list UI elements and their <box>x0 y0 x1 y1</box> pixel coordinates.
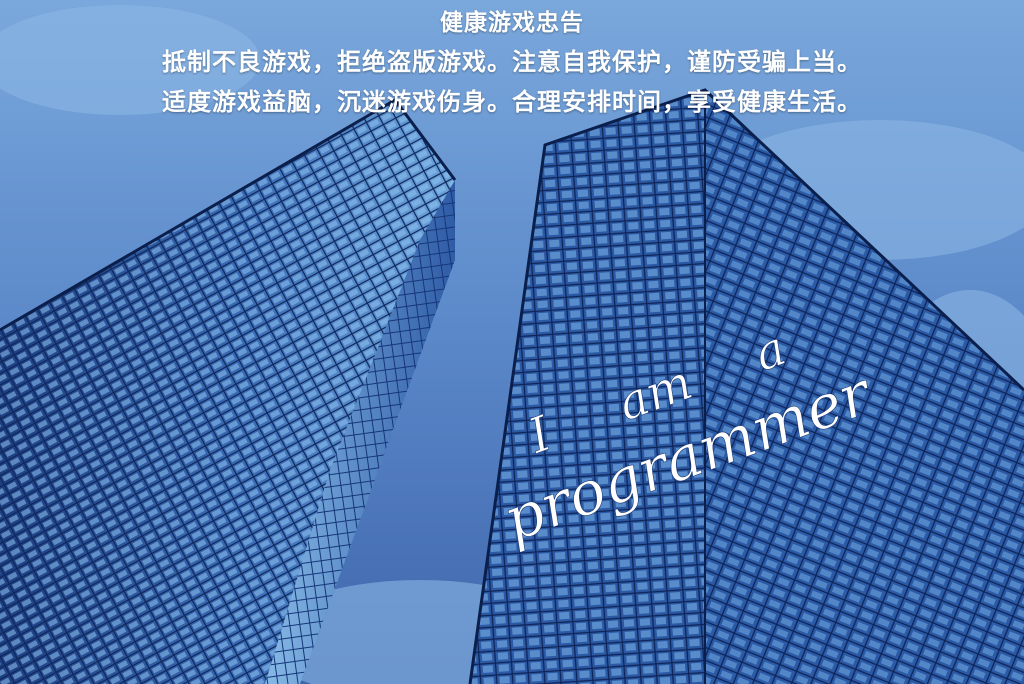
notice-title: 健康游戏忠告 <box>440 10 584 36</box>
notice-line-1: 抵制不良游戏，拒绝盗版游戏。注意自我保护，谨防受骗上当。 <box>162 48 862 76</box>
health-gaming-notice: 健康游戏忠告 抵制不良游戏，拒绝盗版游戏。注意自我保护，谨防受骗上当。 适度游戏… <box>0 4 1024 122</box>
notice-line-2: 适度游戏益脑，沉迷游戏伤身。合理安排时间，享受健康生活。 <box>162 88 862 116</box>
